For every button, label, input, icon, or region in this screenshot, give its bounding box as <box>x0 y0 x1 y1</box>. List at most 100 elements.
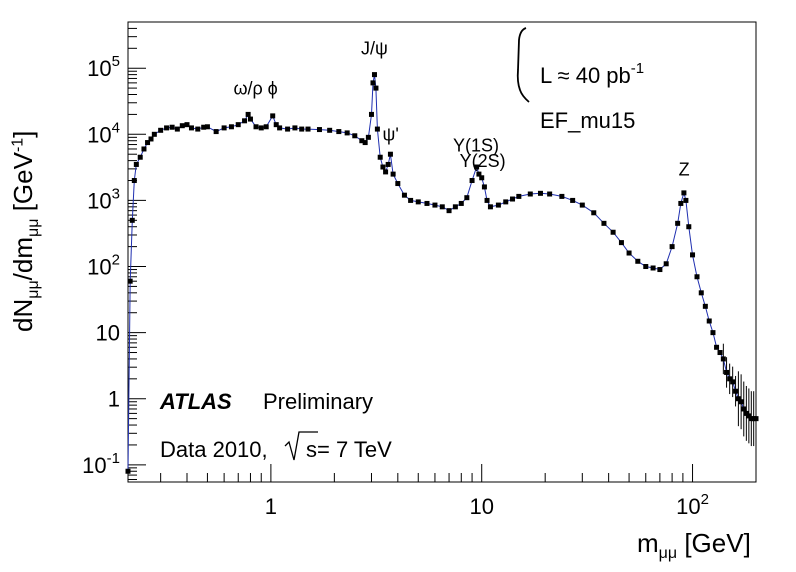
data-point <box>714 344 720 350</box>
data-point <box>683 197 689 203</box>
data-point <box>201 124 207 130</box>
data-point <box>643 264 649 270</box>
x-axis-title-text: mμμ [GeV] <box>637 528 751 563</box>
data-point <box>694 274 700 280</box>
peak-label: Υ(1S) <box>453 135 499 155</box>
data-point <box>650 265 656 271</box>
y-tick-label: 105 <box>87 53 120 81</box>
data-point <box>724 369 730 375</box>
peak-label: ω/ρ <box>233 79 262 99</box>
data-point <box>133 161 139 167</box>
y-tick-label: 10-1 <box>82 450 120 478</box>
data-point <box>735 396 741 402</box>
data-point <box>730 379 736 385</box>
data-point <box>263 124 269 130</box>
data-point <box>746 413 752 419</box>
y-tick-label: 102 <box>87 252 120 280</box>
axis-ticks <box>128 21 757 482</box>
data-point <box>383 169 389 175</box>
data-point <box>141 146 147 152</box>
data-point <box>137 154 143 160</box>
lumi-text: L ≈ 40 pb-1 <box>540 60 644 88</box>
data-point <box>669 244 675 250</box>
data-point <box>717 350 723 356</box>
data-point <box>174 126 180 132</box>
data-point <box>415 199 421 205</box>
data-point <box>158 127 164 133</box>
data-point <box>242 118 248 124</box>
data-point <box>270 113 276 119</box>
data-point <box>675 220 681 226</box>
data-point <box>365 134 371 140</box>
data-point <box>738 399 744 405</box>
data-point <box>601 220 607 226</box>
data-point <box>720 356 726 362</box>
data-point <box>618 240 624 246</box>
data-point <box>195 126 201 132</box>
data-point <box>371 72 377 78</box>
data-point <box>179 123 185 129</box>
data-point <box>145 140 151 146</box>
axis-tick-labels: 1 10 102 10-1 1 10 102 103 104 105 <box>82 53 709 519</box>
trigger-text: EF_mu15 <box>540 108 635 133</box>
data-point <box>484 197 490 203</box>
data-point <box>228 124 234 130</box>
peak-label: ψ' <box>383 125 399 145</box>
y-tick-label: 104 <box>87 119 120 147</box>
data-point <box>741 406 747 412</box>
data-point <box>374 126 380 132</box>
x-tick-label: 10 <box>469 494 493 519</box>
data-point <box>408 197 414 203</box>
peak-label: Υ(2S) <box>460 151 506 171</box>
plot-frame <box>127 21 757 483</box>
data-point <box>368 111 374 117</box>
data-points <box>125 72 759 474</box>
data-point <box>753 416 759 422</box>
data-point <box>424 200 430 206</box>
data-point <box>702 303 708 309</box>
data-point <box>184 122 190 128</box>
data-point <box>464 195 470 201</box>
data-point <box>316 127 322 133</box>
y-tick-label: 1 <box>108 387 120 412</box>
peak-label: J/ψ <box>361 39 388 59</box>
dataset-label: Data 2010, <box>160 437 268 462</box>
data-point <box>439 204 445 210</box>
data-point <box>258 125 264 131</box>
data-point <box>698 290 704 296</box>
data-point <box>635 258 641 264</box>
data-point <box>277 125 283 131</box>
data-point <box>495 202 501 208</box>
data-point <box>657 267 663 273</box>
data-point <box>129 217 135 223</box>
data-point <box>370 80 376 86</box>
data-point <box>380 164 386 170</box>
peak-label: ϕ <box>268 79 278 99</box>
data-point <box>373 85 379 91</box>
legend: L ≈ 40 pb-1 EF_mu15 ATLAS Preliminary Da… <box>159 27 644 462</box>
data-point <box>710 330 716 336</box>
y-tick-label: 103 <box>87 185 120 213</box>
data-point <box>151 131 157 137</box>
data-point <box>690 252 696 258</box>
data-point <box>385 161 391 167</box>
data-point <box>516 193 522 199</box>
peak-label: Z <box>679 159 690 179</box>
data-point <box>235 122 241 128</box>
data-point <box>559 193 565 199</box>
data-point <box>432 202 438 208</box>
data-point <box>537 190 543 196</box>
data-point <box>344 130 350 136</box>
y-tick-label: 10 <box>96 321 120 346</box>
peak-annotations: ω/ρ ϕ J/ψ ψ' Υ(1S)Υ(2S) Z <box>233 39 689 180</box>
data-point <box>579 202 585 208</box>
data-point <box>336 129 342 135</box>
data-point <box>706 318 712 324</box>
y-axis-title-text: dNμμ/dmμμ [GeV-1] <box>8 130 43 332</box>
data-point <box>395 181 401 187</box>
data-point <box>131 178 137 184</box>
data-point <box>401 192 407 198</box>
data-point <box>292 125 298 131</box>
data-point <box>626 250 632 256</box>
data-point <box>352 133 358 139</box>
